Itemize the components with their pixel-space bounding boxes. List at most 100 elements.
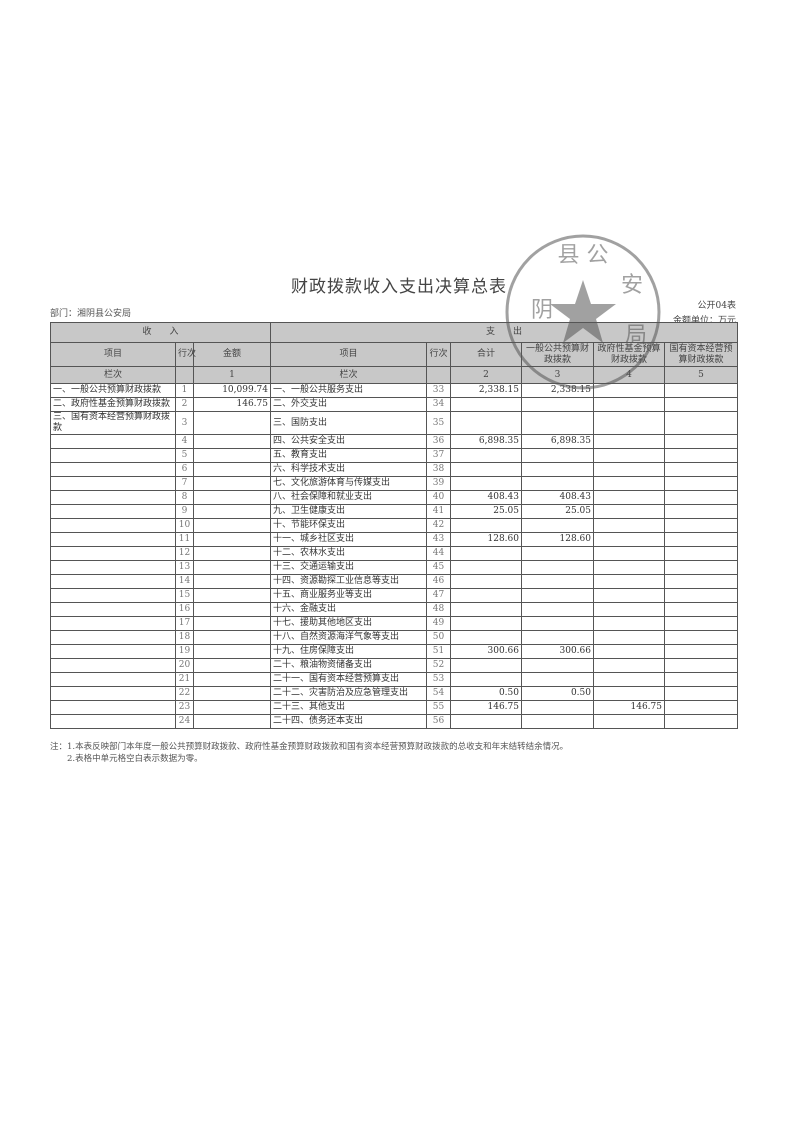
gov-fund-amount [593, 462, 665, 477]
expense-line: 49 [426, 616, 451, 631]
expense-item: 九、卫生健康支出 [270, 504, 427, 519]
state-capital-amount [663, 504, 739, 519]
expense-item: 二十二、灾害防治及应急管理支出 [270, 686, 427, 701]
expense-line: 56 [426, 714, 451, 729]
table-row: 22 二十二、灾害防治及应急管理支出 54 0.50 0.50 [50, 686, 739, 701]
income-amount [193, 448, 271, 463]
expense-item: 十、节能环保支出 [270, 518, 427, 533]
expense-item: 十九、住房保障支出 [270, 644, 427, 659]
note-2: 2.表格中单元格空白表示数据为零。 [50, 754, 203, 764]
gov-fund-amount [593, 532, 665, 547]
col-label-left: 栏次 [50, 366, 176, 384]
table-row: 10 十、节能环保支出 42 [50, 518, 739, 533]
gov-fund-amount [593, 686, 665, 701]
table-row: 9 九、卫生健康支出 41 25.05 25.05 [50, 504, 739, 519]
state-capital-amount [663, 476, 739, 491]
fiscal-appropriation-table: 收 入支 出 项目 行次 金额 项目 行次 合计 一般公共预算财政拨款 政府性基… [50, 322, 739, 729]
state-capital-amount [663, 672, 739, 687]
gov-fund-amount [593, 588, 665, 603]
col-income-amount: 金额 [193, 342, 271, 367]
general-amount: 300.66 [521, 644, 594, 659]
table-row: 一、一般公共预算财政拨款 1 10,099.74 一、一般公共服务支出 33 2,338.… [50, 383, 739, 398]
general-amount [521, 518, 594, 533]
table-row: 14 十四、资源勘探工业信息等支出 46 [50, 574, 739, 589]
general-amount [521, 588, 594, 603]
income-amount [193, 602, 271, 617]
general-amount: 25.05 [521, 504, 594, 519]
expense-item: 八、社会保障和就业支出 [270, 490, 427, 505]
state-capital-amount [663, 616, 739, 631]
state-capital-amount [663, 602, 739, 617]
col-num-3: 3 [521, 366, 594, 384]
total-amount [450, 616, 522, 631]
total-amount: 128.60 [450, 532, 522, 547]
income-line: 4 [175, 434, 194, 449]
expense-line: 55 [426, 700, 451, 715]
income-line: 23 [175, 700, 194, 715]
general-amount [521, 658, 594, 673]
expense-item: 十一、城乡社区支出 [270, 532, 427, 547]
gov-fund-amount [593, 644, 665, 659]
general-amount: 0.50 [521, 686, 594, 701]
table-row: 8 八、社会保障和就业支出 40 408.43 408.43 [50, 490, 739, 505]
income-line: 11 [175, 532, 194, 547]
expense-line: 51 [426, 644, 451, 659]
amount-unit: 金额单位：万元 [672, 316, 736, 326]
income-line: 9 [175, 504, 194, 519]
expense-item: 二、外交支出 [270, 397, 427, 412]
expense-line: 42 [426, 518, 451, 533]
general-amount: 2,338.15 [521, 383, 594, 398]
gov-fund-amount [593, 434, 665, 449]
gov-fund-amount [593, 490, 665, 505]
table-row: 6 六、科学技术支出 38 [50, 462, 739, 477]
expense-line: 46 [426, 574, 451, 589]
total-amount: 408.43 [450, 490, 522, 505]
income-item [50, 686, 176, 701]
general-amount [521, 700, 594, 715]
expense-line: 45 [426, 560, 451, 575]
expense-line: 38 [426, 462, 451, 477]
department-label: 部门：湘阴县公安局 [50, 309, 132, 319]
expense-line: 50 [426, 630, 451, 645]
income-line: 15 [175, 588, 194, 603]
income-item: 三、国有资本经营预算财政拨款 [50, 411, 176, 435]
income-amount [193, 588, 271, 603]
income-item [50, 616, 176, 631]
gov-fund-amount [593, 560, 665, 575]
general-amount: 128.60 [521, 532, 594, 547]
income-amount [193, 462, 271, 477]
expense-line: 40 [426, 490, 451, 505]
income-line: 24 [175, 714, 194, 729]
table-row: 24 二十四、债务还本支出 56 [50, 714, 739, 729]
col-num-5: 5 [663, 366, 739, 384]
total-amount [450, 397, 522, 412]
gov-fund-amount [593, 630, 665, 645]
expense-item: 四、公共安全支出 [270, 434, 427, 449]
expense-item: 三、国防支出 [270, 411, 427, 435]
total-amount [450, 588, 522, 603]
expense-line: 35 [426, 411, 451, 435]
income-item [50, 532, 176, 547]
income-line: 13 [175, 560, 194, 575]
income-line: 19 [175, 644, 194, 659]
income-item [50, 504, 176, 519]
col-expense-item: 项目 [270, 342, 427, 367]
income-line: 21 [175, 672, 194, 687]
state-capital-amount [663, 383, 739, 398]
expense-item: 十三、交通运输支出 [270, 560, 427, 575]
expense-line: 52 [426, 658, 451, 673]
general-amount [521, 714, 594, 729]
total-amount [450, 518, 522, 533]
general-amount: 6,898.35 [521, 434, 594, 449]
expense-line: 53 [426, 672, 451, 687]
income-amount [193, 434, 271, 449]
total-amount: 6,898.35 [450, 434, 522, 449]
table-row: 19 十九、住房保障支出 51 300.66 300.66 [50, 644, 739, 659]
expense-item: 十二、农林水支出 [270, 546, 427, 561]
general-amount [521, 602, 594, 617]
income-item [50, 476, 176, 491]
expense-line: 44 [426, 546, 451, 561]
expense-header: 支 出 [269, 322, 739, 343]
table-row: 17 十七、援助其他地区支出 49 [50, 616, 739, 631]
income-line: 1 [175, 383, 194, 398]
